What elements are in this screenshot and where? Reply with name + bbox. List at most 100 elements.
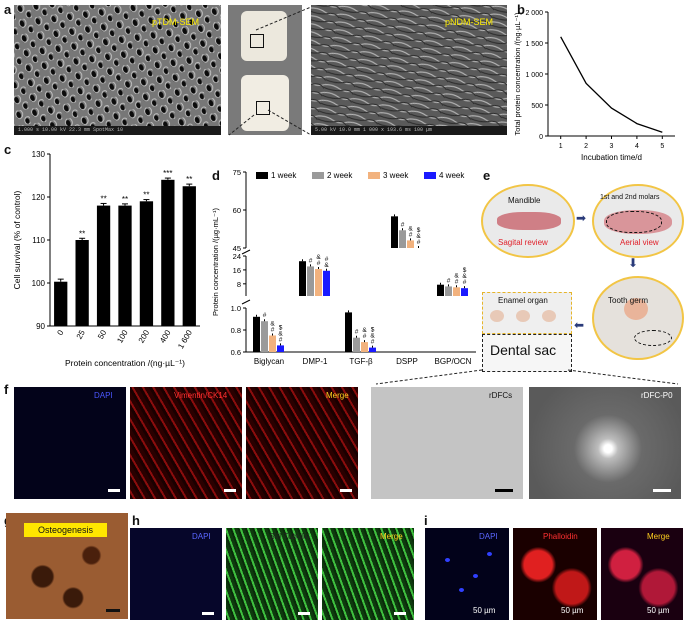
- bar: [461, 288, 468, 296]
- significance-label: #: [447, 277, 451, 284]
- bar: [437, 284, 444, 296]
- panel-label-c: c: [4, 142, 12, 157]
- panel-label-a: a: [4, 2, 12, 17]
- rdfc-p0-image: rDFC-P0: [529, 387, 681, 499]
- bar: [399, 230, 406, 248]
- x-tick-label: DSPP: [396, 357, 418, 366]
- significance-label: **: [122, 195, 128, 204]
- y-tick-label: 0.6: [231, 348, 241, 357]
- bar: [345, 312, 352, 352]
- dapi-label-f: DAPI: [94, 391, 113, 400]
- molars-label: 1st and 2nd molars: [600, 194, 660, 201]
- x-tick-label: 0: [55, 328, 65, 337]
- significance-label: $: [463, 267, 467, 274]
- legend-swatch: [368, 172, 380, 179]
- significance-label: &: [362, 327, 367, 334]
- arrow-down-icon: ⬇: [628, 256, 639, 270]
- y-tick-label: 0.8: [231, 326, 241, 335]
- bar: [299, 261, 306, 296]
- ptdm-sem-image: pTDM-SEM 1.000 s 10.00 kV 22.3 mm SpotMa…: [14, 5, 221, 135]
- x-tick-label: 200: [137, 328, 152, 345]
- legend-swatch: [256, 172, 268, 179]
- x-tick-label: 100: [115, 328, 130, 345]
- zoom-lines-a: [228, 6, 312, 136]
- zoom-lines-e: [375, 369, 679, 385]
- y-tick-label: 0: [539, 134, 543, 141]
- y-tick-label: 120: [32, 193, 46, 202]
- ptdm-sem-meta: 1.000 s 10.00 kV 22.3 mm SpotMax 10: [14, 126, 221, 135]
- bar: [323, 270, 330, 296]
- significance-label: #: [455, 278, 459, 285]
- y-tick-label: 60: [233, 206, 241, 215]
- x-tick-label: 3: [610, 143, 614, 150]
- phalloidin-label: Phalloidin: [543, 532, 578, 541]
- rdfcs-image: rDFCs: [371, 387, 523, 499]
- legend-label: 2 week: [327, 171, 353, 180]
- x-tick-label: Biglycan: [254, 357, 284, 366]
- pndm-sem-image: pNDM-SEM 5.00 kV 10.0 mm 1 000 x 193.6 m…: [311, 5, 507, 135]
- chart-c: 90 100 110 120 130 0 ** 25 ** 50 ** 100 ** 200 *** 400 *…: [12, 150, 200, 368]
- enamel-label: Enamel organ: [498, 296, 548, 305]
- scale-bar: [202, 612, 214, 615]
- merge-image-h: Merge: [322, 528, 414, 620]
- scale-bar: [108, 489, 120, 492]
- osteogenesis-label: Osteogenesis: [24, 523, 108, 537]
- y-axis-label: Total protein concentration /(ng·µL⁻¹): [513, 12, 522, 135]
- axis-break: [241, 249, 251, 255]
- bar: [453, 287, 460, 296]
- series-line: [560, 36, 663, 133]
- panel-label-h: h: [132, 513, 140, 528]
- bar: [445, 286, 452, 296]
- y-tick-label: 2 000: [525, 10, 543, 17]
- tooth-germ-label: Tooth germ: [608, 296, 649, 305]
- tubulin-image: βIII Tubulin: [226, 528, 318, 620]
- dapi-label-i: DAPI: [479, 532, 498, 541]
- bar: [391, 216, 398, 248]
- scale-text: 50 µm: [561, 606, 584, 615]
- ptdm-pores: [14, 5, 221, 135]
- legend-swatch: [312, 172, 324, 179]
- x-tick-label: TGF-β: [349, 357, 373, 366]
- bar: [353, 337, 360, 352]
- scale-text: 50 µm: [647, 606, 670, 615]
- significance-label: #: [463, 279, 467, 286]
- scale-bar: [394, 612, 406, 615]
- bar: [261, 321, 268, 352]
- significance-label: &: [316, 254, 321, 261]
- scale-bar: [495, 489, 513, 492]
- bar: [277, 345, 284, 352]
- scale-bar: [298, 612, 310, 615]
- mandible-photo: [481, 184, 575, 258]
- pndm-texture: [311, 5, 507, 135]
- y-tick-label: 1 000: [525, 72, 543, 79]
- legend-label: 1 week: [271, 171, 297, 180]
- enamel-tissue: [490, 310, 504, 322]
- significance-label: ***: [163, 169, 172, 178]
- y-axis-label: Cell survival (% of control): [12, 190, 22, 289]
- tooth-germ-photo: [592, 276, 684, 360]
- significance-label: &: [324, 262, 329, 269]
- x-tick-label: 2: [584, 143, 588, 150]
- significance-label: #: [401, 221, 405, 228]
- y-tick-label: 110: [32, 236, 45, 245]
- dapi-image-h: DAPI: [130, 528, 222, 620]
- dapi-image-i: DAPI 50 µm: [425, 528, 509, 620]
- x-tick-label: 25: [75, 328, 88, 341]
- significance-label: **: [186, 175, 192, 184]
- y-tick-label: 16: [233, 266, 241, 275]
- y-tick-label: 100: [32, 279, 46, 288]
- mandible-label: Mandible: [508, 196, 541, 205]
- arrow-left-icon: ⬅: [574, 318, 585, 332]
- osteogenesis-image: Osteogenesis: [6, 513, 128, 619]
- panel-label-i: i: [424, 513, 428, 528]
- x-axis-label: Protein concentration /(ng·µL⁻¹): [65, 358, 185, 368]
- significance-label: $: [279, 324, 283, 331]
- y-tick-label: 130: [32, 150, 46, 159]
- rdfcs-label: rDFCs: [489, 391, 513, 400]
- x-tick-label: 1: [559, 143, 563, 150]
- x-tick-label: DMP-1: [303, 357, 328, 366]
- significance-label: **: [143, 191, 149, 200]
- significance-label: &: [370, 333, 375, 340]
- bar: [118, 205, 132, 326]
